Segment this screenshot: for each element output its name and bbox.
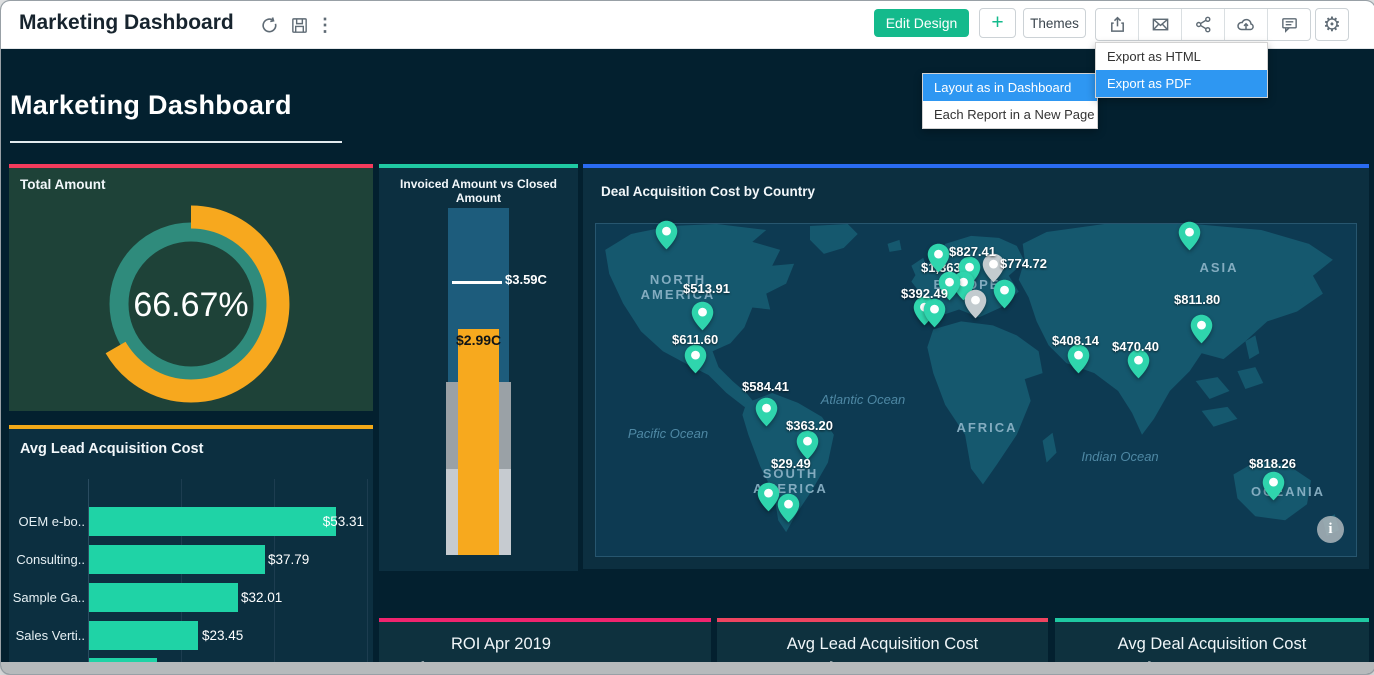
map-pin-value: $363.20 [786, 418, 833, 433]
page-title: Marketing Dashboard [10, 90, 292, 121]
map-pin[interactable] [1190, 314, 1213, 344]
widget-total-amount: Total Amount 66.67% [9, 164, 373, 411]
gridline [367, 479, 368, 662]
widget-title: Avg Lead Acquisition Cost [20, 441, 203, 457]
map-pin[interactable] [691, 301, 714, 331]
map-pin-value: $470.40 [1112, 339, 1159, 354]
bar-category-label: Consulting.. [11, 552, 85, 567]
map-pin-value: $611.60 [672, 332, 718, 347]
window-title: Marketing Dashboard [19, 11, 234, 35]
map-pin-value: $408.14 [1052, 333, 1099, 348]
edit-design-button[interactable]: Edit Design [874, 9, 969, 37]
export-menu: Export as HTML Export as PDF [1095, 42, 1268, 98]
more-vertical-icon[interactable]: ⋮ [313, 13, 337, 37]
gauge-value: 66.67% [9, 286, 373, 325]
export-icon[interactable] [1096, 9, 1139, 40]
map-pin[interactable] [927, 243, 950, 273]
map-pin-value: $513.91 [683, 281, 730, 296]
kpi-title: Avg Deal Acquisition Cost [1118, 635, 1307, 654]
comment-icon[interactable] [1268, 9, 1310, 40]
bar-category-label: Sample Ga.. [11, 590, 85, 605]
dashboard-canvas: Marketing Dashboard Total Amount 66.67% … [1, 48, 1374, 662]
widget-accent-bar [9, 425, 373, 429]
map-pin[interactable] [923, 298, 946, 328]
map-pin[interactable] [1067, 344, 1090, 374]
share-icon[interactable] [1182, 9, 1225, 40]
bar-value-label: $23.45 [202, 628, 243, 643]
menu-item-each-report-new-page[interactable]: Each Report in a New Page [923, 101, 1097, 128]
menu-item-export-html[interactable]: Export as HTML [1096, 43, 1267, 70]
widget-invoiced-vs-closed: Invoiced Amount vs Closed Amount $3.59C … [379, 164, 578, 571]
page-title-underline [10, 141, 342, 143]
bar-category-label: OEM e-bo.. [11, 514, 85, 529]
menu-item-layout-as-in-dashboard[interactable]: Layout as in Dashboard [923, 74, 1097, 101]
map-pin[interactable] [684, 344, 707, 374]
themes-label: Themes [1030, 16, 1079, 31]
bar [89, 545, 265, 574]
map-label-africa: AFRICA [937, 420, 1037, 435]
map-pin-value: $584.41 [742, 379, 789, 394]
kpi-title: ROI Apr 2019 [451, 635, 551, 654]
plus-icon: + [991, 11, 1003, 35]
map-pin[interactable] [1178, 221, 1201, 251]
map-pin[interactable] [655, 220, 678, 250]
widget-avg-lead-acquisition-bar: Avg Lead Acquisition Cost OEM e-bo.. Con… [9, 425, 373, 662]
map-pin[interactable] [993, 279, 1016, 309]
settings-gear-icon[interactable]: ⚙ [1315, 8, 1349, 41]
add-report-button[interactable]: + [979, 8, 1016, 38]
map-label-asia: ASIA [1169, 260, 1269, 275]
map-pin-value: $29.49 [771, 456, 811, 471]
map-pin[interactable] [964, 289, 987, 319]
edit-design-label: Edit Design [886, 15, 958, 31]
map-pin-value: $827.41 [949, 244, 996, 259]
map-pin-value: $392.49 [901, 286, 948, 301]
bar [89, 583, 238, 612]
bar [89, 621, 198, 650]
cloud-upload-icon[interactable] [1225, 9, 1268, 40]
bar-value-label: $37.79 [268, 552, 309, 567]
widget-title: Invoiced Amount vs Closed Amount [379, 177, 578, 205]
map-label-pacific-ocean: Pacific Ocean [603, 426, 733, 441]
map-label-oceania: OCEANIA [1233, 484, 1343, 499]
app-window: Marketing Dashboard ⋮ Edit Design + Them… [0, 0, 1374, 675]
map-pin-value: $818.26 [1249, 456, 1296, 471]
map-pin[interactable] [1262, 471, 1285, 501]
bar [89, 507, 336, 536]
widget-accent-bar [379, 164, 578, 168]
save-icon[interactable] [287, 13, 311, 37]
menu-item-export-pdf[interactable]: Export as PDF [1096, 70, 1267, 97]
map-pin-value: $774.72 [1000, 256, 1047, 271]
refresh-icon[interactable] [257, 13, 281, 37]
map-pin[interactable] [755, 397, 778, 427]
bar-value-label: $53.31 [306, 514, 364, 529]
bullet-actual-label: $2.99C [456, 332, 501, 348]
widget-title: Deal Acquisition Cost by Country [601, 184, 815, 199]
themes-button[interactable]: Themes [1023, 8, 1086, 38]
bullet-actual-bar [458, 329, 499, 555]
widget-deal-acquisition-map: Deal Acquisition Cost by Country [583, 164, 1369, 569]
toolbar-icon-group [1095, 8, 1311, 41]
map-pin-value: $811.80 [1174, 292, 1220, 307]
map-pin[interactable] [777, 493, 800, 523]
map-label-atlantic-ocean: Atlantic Ocean [798, 392, 928, 407]
kpi-title: Avg Lead Acquisition Cost [787, 635, 978, 654]
bar-value-label: $32.01 [241, 590, 282, 605]
email-icon[interactable] [1139, 9, 1182, 40]
bar-category-label: Sales Verti.. [11, 628, 85, 643]
bullet-target-line [452, 281, 502, 284]
bullet-target-label: $3.59C [505, 272, 547, 287]
map-label-indian-ocean: Indian Ocean [1065, 449, 1175, 464]
export-layout-menu: Layout as in Dashboard Each Report in a … [922, 73, 1098, 129]
window-bottom-edge [1, 662, 1374, 674]
widget-accent-bar [583, 164, 1369, 168]
map-info-icon[interactable]: i [1317, 516, 1344, 543]
